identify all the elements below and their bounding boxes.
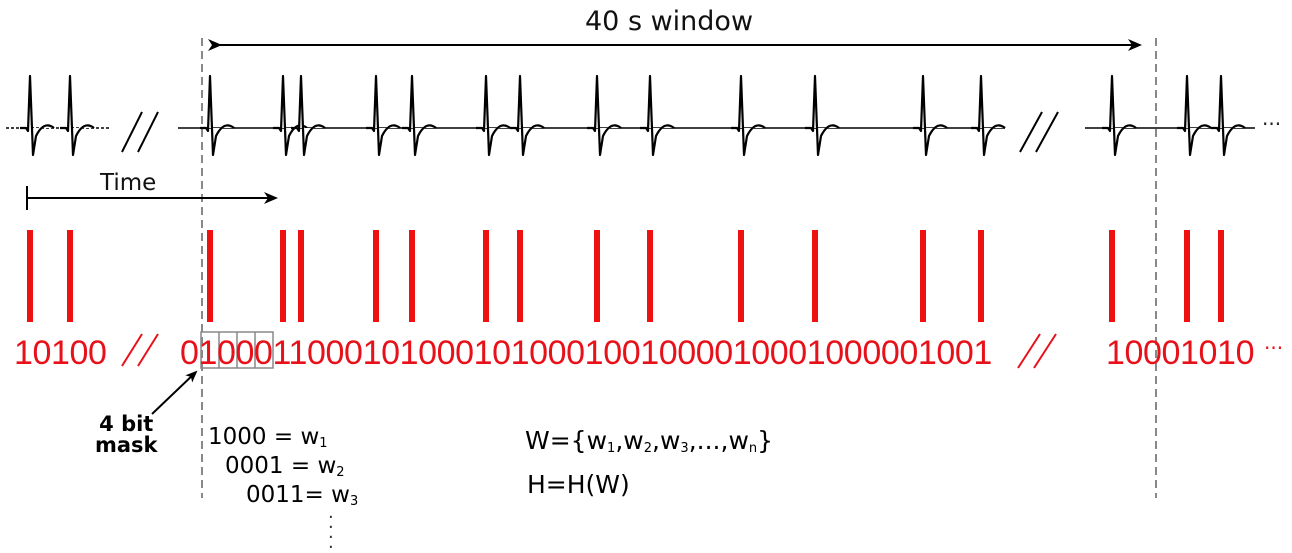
beat-marker xyxy=(1218,230,1224,322)
mask-label: 4 bit mask xyxy=(95,414,158,456)
bit-break-mark-right xyxy=(1017,333,1057,369)
word-symbol: w xyxy=(317,453,337,479)
ecg-beat xyxy=(20,74,55,157)
set-item-index: 2 xyxy=(643,441,652,456)
ecg-beat xyxy=(1177,74,1212,157)
set-item-index: n xyxy=(748,441,758,456)
set-item: w xyxy=(623,426,644,455)
bit-string-right: 10001010 xyxy=(1106,334,1255,372)
ecg-beat xyxy=(587,74,622,157)
bit-string-middle: 0100011000101000101000100100001000100000… xyxy=(180,334,992,372)
beat-marker xyxy=(373,230,379,322)
set-item: w xyxy=(728,426,749,455)
beat-marker xyxy=(67,230,73,322)
ecg-beat xyxy=(402,74,437,157)
ecg-trace xyxy=(6,74,1255,157)
set-prefix: W={ xyxy=(525,426,587,455)
ecg-continuation-dots: ··· xyxy=(1262,112,1282,136)
word-symbol: w xyxy=(300,424,320,450)
mask-pointer-arrow xyxy=(151,370,198,415)
ecg-beat xyxy=(60,74,95,157)
beat-marker xyxy=(280,230,286,322)
ecg-beat xyxy=(971,74,1006,157)
word-bits: 0011 xyxy=(246,482,305,508)
bit-string-continuation-dots: ··· xyxy=(1264,336,1284,360)
beat-marker xyxy=(920,230,926,322)
ecg-beat xyxy=(731,74,766,157)
ecg-beat xyxy=(476,74,511,157)
beat-marker xyxy=(812,230,818,322)
beat-marker xyxy=(978,230,984,322)
beat-marker xyxy=(1109,230,1115,322)
word-row: 0001 = w2 xyxy=(225,453,345,480)
word-bits: 1000 xyxy=(208,424,267,450)
ecg-beat xyxy=(805,74,840,157)
set-suffix: } xyxy=(757,426,774,455)
beat-marker xyxy=(298,230,304,322)
ecg-beat xyxy=(291,74,326,157)
beat-marker xyxy=(647,230,653,322)
entropy-expression: H=H(W) xyxy=(527,470,630,499)
beat-marker xyxy=(517,230,523,322)
ecg-beat xyxy=(1211,74,1246,157)
diagram-canvas xyxy=(6,38,1255,498)
ecg-beat xyxy=(1102,74,1137,157)
four-bit-mask-box xyxy=(200,331,274,369)
mask-label-line1: 4 bit xyxy=(99,412,154,436)
beat-marker xyxy=(207,230,213,322)
ecg-beat xyxy=(200,74,235,157)
set-item-index: 3 xyxy=(680,441,689,456)
beat-marker xyxy=(594,230,600,322)
beat-marker xyxy=(1184,230,1190,322)
word-row: 0011= w3 xyxy=(246,482,359,509)
beat-marker xyxy=(738,230,744,322)
bit-string-left: 10100 xyxy=(14,334,107,372)
beat-marker xyxy=(409,230,415,322)
ecg-beat xyxy=(366,74,401,157)
ecg-break-mark-right xyxy=(1019,111,1059,153)
word-index: 2 xyxy=(336,465,345,480)
word-symbol: w xyxy=(331,482,350,508)
word-bits: 0001 xyxy=(225,453,284,479)
word-index: 3 xyxy=(349,494,359,509)
set-item: ... xyxy=(696,426,721,455)
set-item-index: 1 xyxy=(607,441,616,456)
ecg-beat xyxy=(913,74,948,157)
ecg-beat xyxy=(510,74,545,157)
time-label: Time xyxy=(100,170,157,196)
word-list-continuation: .... xyxy=(328,502,334,553)
word-row: 1000 = w1 xyxy=(208,424,328,451)
set-item: w xyxy=(659,426,681,455)
ecg-break-mark-left xyxy=(121,111,159,153)
mask-label-line2: mask xyxy=(95,433,158,457)
window-title: 40 s window xyxy=(585,6,754,37)
beat-markers xyxy=(27,230,1224,322)
set-item: w xyxy=(586,426,608,455)
word-index: 1 xyxy=(319,436,328,451)
bit-break-mark-left xyxy=(121,333,159,367)
word-set-expression: W={w1,w2,w3,...,wn} xyxy=(525,426,774,456)
ecg-beat xyxy=(640,74,675,157)
beat-marker xyxy=(483,230,489,322)
beat-marker xyxy=(27,230,33,322)
